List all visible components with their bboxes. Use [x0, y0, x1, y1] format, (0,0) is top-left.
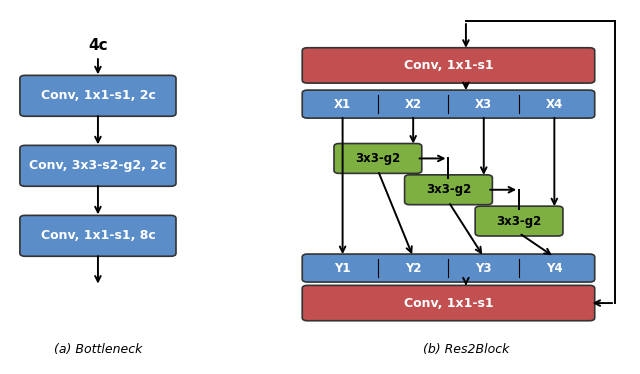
Text: Conv, 1x1-s1, 2c: Conv, 1x1-s1, 2c: [40, 89, 156, 102]
FancyBboxPatch shape: [302, 254, 595, 282]
Text: Conv, 1x1-s1, 8c: Conv, 1x1-s1, 8c: [40, 229, 156, 242]
Text: Y2: Y2: [405, 261, 421, 275]
FancyBboxPatch shape: [404, 175, 492, 205]
FancyBboxPatch shape: [20, 76, 176, 116]
Text: Conv, 1x1-s1: Conv, 1x1-s1: [404, 297, 493, 310]
Text: (b) Res2Block: (b) Res2Block: [423, 343, 509, 356]
FancyBboxPatch shape: [20, 145, 176, 186]
Text: Conv, 1x1-s1: Conv, 1x1-s1: [404, 59, 493, 72]
Text: 4c: 4c: [88, 37, 108, 52]
Text: Y4: Y4: [546, 261, 563, 275]
Text: Y1: Y1: [334, 261, 351, 275]
FancyBboxPatch shape: [302, 90, 595, 118]
Text: (a) Bottleneck: (a) Bottleneck: [54, 343, 142, 356]
Text: X3: X3: [476, 98, 492, 111]
Text: X1: X1: [334, 98, 351, 111]
Text: 3x3-g2: 3x3-g2: [355, 152, 401, 165]
Text: 3x3-g2: 3x3-g2: [426, 183, 471, 196]
Text: X4: X4: [546, 98, 563, 111]
FancyBboxPatch shape: [334, 144, 422, 174]
Text: 3x3-g2: 3x3-g2: [497, 215, 541, 228]
FancyBboxPatch shape: [302, 48, 595, 83]
FancyBboxPatch shape: [475, 206, 563, 236]
Text: X2: X2: [404, 98, 422, 111]
Text: Y3: Y3: [476, 261, 492, 275]
Text: Conv, 3x3-s2-g2, 2c: Conv, 3x3-s2-g2, 2c: [29, 159, 166, 172]
FancyBboxPatch shape: [302, 285, 595, 321]
FancyBboxPatch shape: [20, 215, 176, 256]
